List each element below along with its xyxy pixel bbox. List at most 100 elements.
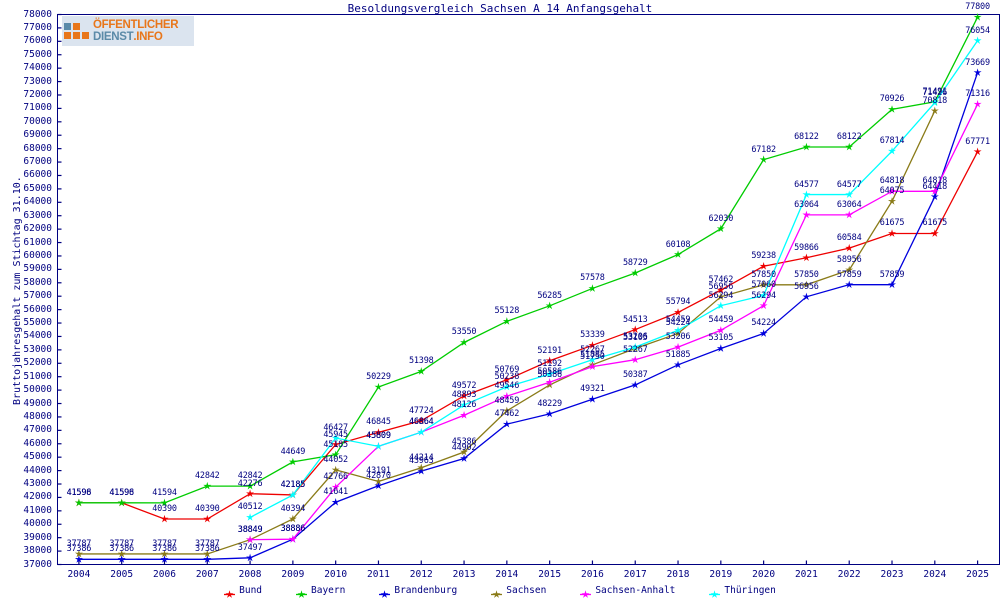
legend-label: Bayern xyxy=(311,584,346,596)
data-point-label: 37386 xyxy=(194,544,220,555)
x-tick-label: 2010 xyxy=(324,569,348,580)
data-point-label: 41598 xyxy=(66,487,92,498)
legend-marker-icon xyxy=(296,585,308,598)
data-point-label: 64818 xyxy=(879,176,905,187)
logo-line-1: ÖFFENTLICHER xyxy=(93,18,179,31)
y-tick-label: 53000 xyxy=(23,343,52,355)
data-point-label: 37386 xyxy=(152,544,177,555)
y-tick-label: 47000 xyxy=(23,424,52,436)
data-point-label: 47462 xyxy=(494,409,520,420)
x-tick-label: 2014 xyxy=(495,569,519,580)
data-point-label: 38849 xyxy=(237,524,263,535)
data-point-label: 42842 xyxy=(194,471,220,482)
data-point-label: 53339 xyxy=(580,330,605,341)
data-point-label: 64075 xyxy=(879,186,905,197)
legend-item-bayern[interactable]: Bayern xyxy=(296,584,346,598)
data-point-label: 41596 xyxy=(109,487,134,498)
y-tick-label: 55000 xyxy=(23,317,52,329)
data-point-label: 51885 xyxy=(665,349,691,360)
y-tick-label: 63000 xyxy=(23,209,52,221)
data-point-label: 57859 xyxy=(836,269,862,280)
y-tick-label: 48000 xyxy=(23,410,52,422)
data-point-label: 40390 xyxy=(194,504,220,515)
data-point-label: 53206 xyxy=(665,332,691,343)
data-point-label: 40512 xyxy=(237,502,263,513)
data-point-label: 48126 xyxy=(451,400,477,411)
y-tick-label: 64000 xyxy=(23,196,52,208)
chart-title: Besoldungsvergleich Sachsen A 14 Anfangs… xyxy=(347,2,653,15)
data-point-label: 38886 xyxy=(280,524,306,535)
legend-item-brandenburg[interactable]: Brandenburg xyxy=(379,585,457,598)
y-tick-label: 66000 xyxy=(23,169,52,181)
y-tick-label: 42000 xyxy=(23,491,52,503)
data-point-label: 40390 xyxy=(152,504,177,515)
legend-item-th-ringen[interactable]: Thüringen xyxy=(709,585,776,598)
site-logo: ÖFFENTLICHER DIENST.INFO xyxy=(62,16,194,46)
y-tick-label: 62000 xyxy=(23,223,52,235)
data-point-label: 57850 xyxy=(794,269,819,280)
y-tick-label: 58000 xyxy=(23,276,52,288)
data-point-label: 42766 xyxy=(323,472,348,483)
legend-label: Sachsen xyxy=(506,584,547,596)
data-point-label: 61675 xyxy=(879,218,905,229)
data-point-label: 37787 xyxy=(152,538,177,549)
legend-marker-icon xyxy=(379,585,391,598)
data-point-label: 42842 xyxy=(237,471,263,482)
y-tick-label: 78000 xyxy=(23,8,52,20)
data-point-label: 41641 xyxy=(323,487,348,498)
y-tick-label: 52000 xyxy=(23,357,52,369)
data-point-label: 63064 xyxy=(836,199,862,210)
data-point-label: 45386 xyxy=(451,437,477,447)
y-tick-label: 65000 xyxy=(23,182,52,194)
data-point-label: 50586 xyxy=(537,367,562,378)
legend-marker-icon xyxy=(224,585,236,598)
y-tick-label: 60000 xyxy=(23,249,52,261)
legend-star-icon xyxy=(492,589,501,598)
data-point-label: 57462 xyxy=(708,275,734,285)
data-point-label: 45945 xyxy=(323,429,348,440)
legend-label: Bund xyxy=(239,584,263,596)
data-point-label: 48893 xyxy=(451,389,477,400)
data-point-label: 50387 xyxy=(622,369,648,380)
data-point-label: 43191 xyxy=(366,466,391,477)
data-point-label: 51398 xyxy=(408,356,434,367)
legend-star-icon xyxy=(710,589,719,598)
y-tick-label: 51000 xyxy=(23,370,52,382)
data-point-label: 38849 xyxy=(237,524,263,535)
data-point-label: 52191 xyxy=(537,345,562,356)
y-tick-label: 56000 xyxy=(23,303,52,315)
x-tick-label: 2025 xyxy=(966,569,990,580)
x-tick-label: 2013 xyxy=(452,569,476,580)
y-tick-label: 44000 xyxy=(23,464,52,476)
data-point-label: 56956 xyxy=(794,281,819,292)
data-point-label: 54459 xyxy=(708,315,734,326)
data-point-label: 49321 xyxy=(580,384,605,395)
data-point-label: 52267 xyxy=(622,344,648,355)
data-point-label: 61675 xyxy=(922,218,948,229)
data-point-label: 49572 xyxy=(451,380,477,391)
x-tick-label: 2024 xyxy=(923,569,947,580)
y-tick-label: 49000 xyxy=(23,397,52,409)
y-tick-label: 73000 xyxy=(23,75,52,87)
data-point-label: 50386 xyxy=(537,369,562,380)
data-point-label: 48229 xyxy=(537,398,562,409)
y-tick-label: 75000 xyxy=(23,48,52,60)
data-point-label: 60584 xyxy=(836,233,862,244)
logo-squares-icon xyxy=(64,23,89,39)
data-point-label: 45185 xyxy=(323,439,348,450)
data-point-label: 71316 xyxy=(965,89,990,100)
x-tick-label: 2020 xyxy=(752,569,776,580)
legend-item-sachsen[interactable]: Sachsen xyxy=(491,584,547,598)
data-point-label: 41594 xyxy=(152,487,177,498)
legend-item-bund[interactable]: Bund xyxy=(224,584,263,598)
data-point-label: 54224 xyxy=(751,318,776,329)
data-point-label: 50238 xyxy=(494,371,520,382)
data-point-label: 42185 xyxy=(280,479,306,490)
data-point-label: 37787 xyxy=(109,538,134,549)
y-tick-label: 45000 xyxy=(23,451,52,463)
data-point-label: 58729 xyxy=(622,258,648,268)
data-point-label: 62030 xyxy=(708,213,734,224)
y-tick-label: 37000 xyxy=(23,558,52,570)
legend-item-sachsen-anhalt[interactable]: Sachsen-Anhalt xyxy=(580,585,675,598)
data-point-label: 55794 xyxy=(665,297,691,308)
